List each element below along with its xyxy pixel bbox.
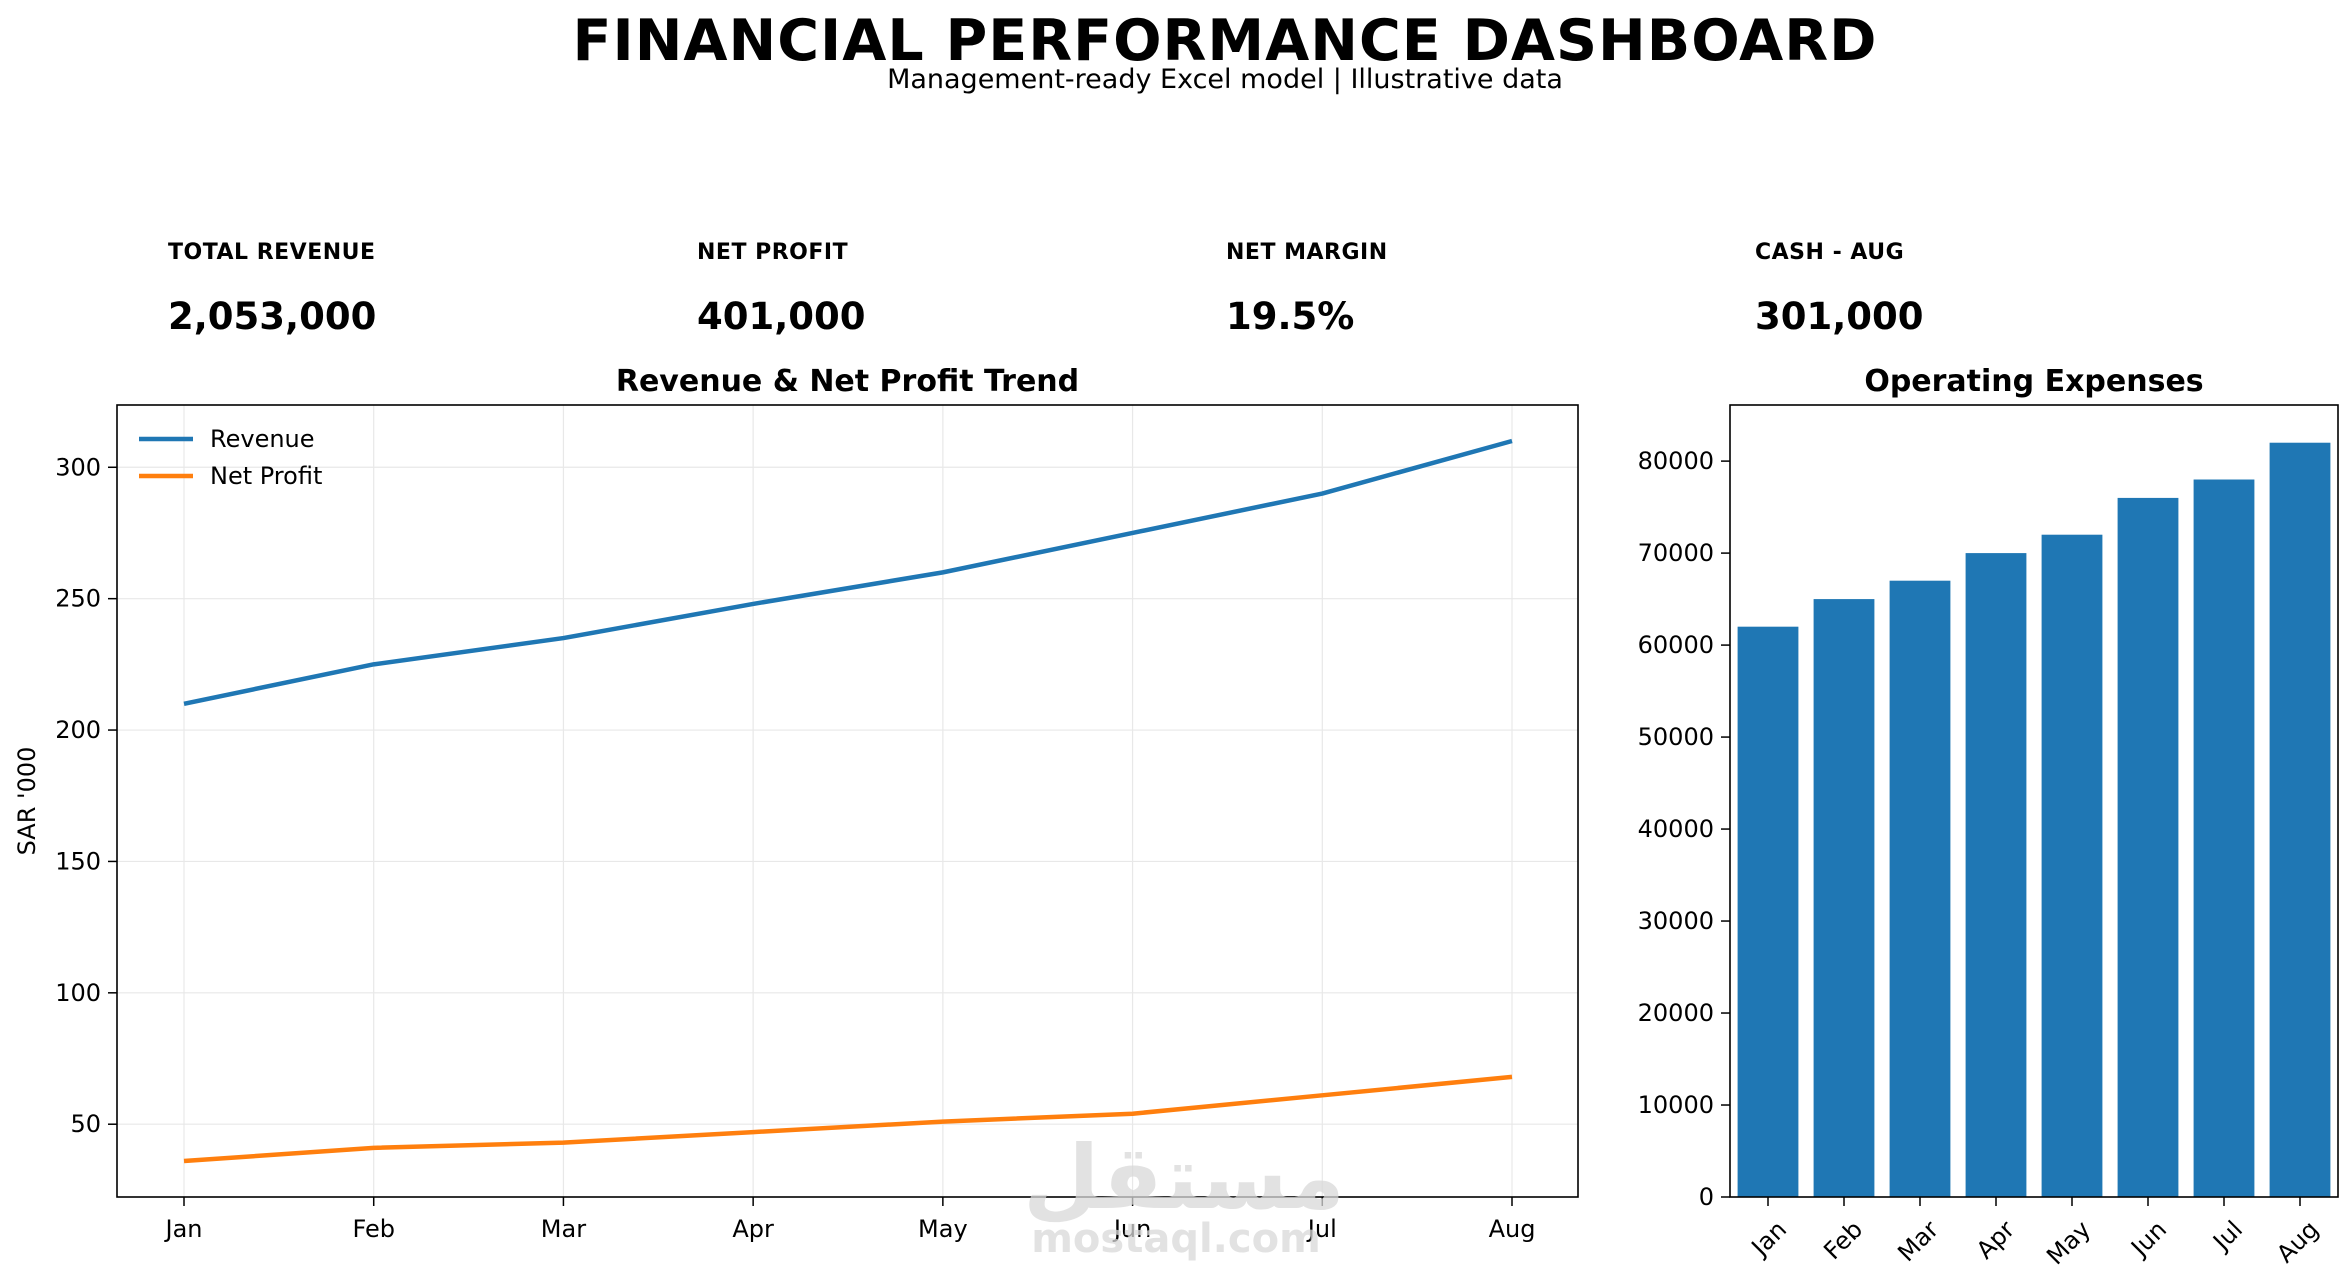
bar-mar [1889, 580, 1951, 1197]
kpi-label: NET PROFIT [697, 240, 849, 265]
kpi-value: 401,000 [697, 295, 866, 338]
y-tick-label: 200 [55, 716, 101, 744]
bar-jan [1737, 626, 1799, 1197]
y-tick-label: 20000 [1638, 999, 1714, 1027]
chart-title: Operating Expenses [1864, 364, 2203, 399]
dashboard-subtitle: Management-ready Excel model | Illustrat… [887, 64, 1563, 95]
x-tick-label: Feb [352, 1215, 395, 1243]
y-tick-label: 150 [55, 847, 101, 875]
kpi-total-revenue: TOTAL REVENUE 2,053,000 [168, 240, 376, 338]
kpi-label: CASH - AUG [1755, 240, 1905, 265]
y-tick-label: 70000 [1638, 539, 1714, 567]
bar-aug [2269, 442, 2331, 1197]
legend-label: Net Profit [210, 462, 322, 490]
y-tick-label: 0 [1699, 1183, 1714, 1211]
bar-may [2041, 534, 2103, 1197]
watermark-latin: mostaql.com [1031, 1216, 1321, 1262]
plot-frame [116, 404, 1579, 1198]
watermark-arabic: مستقل [1023, 1126, 1345, 1229]
y-tick-label: 250 [55, 585, 101, 613]
x-tick-label: Aug [1489, 1215, 1536, 1243]
kpi-cash-aug: CASH - AUG 301,000 [1755, 240, 1924, 338]
plot-frame [1729, 404, 2339, 1198]
y-tick-label: 50 [70, 1110, 101, 1138]
bar-jun [2117, 497, 2179, 1198]
x-tick-label: Jul [1306, 1215, 1337, 1243]
y-tick-label: 50000 [1638, 723, 1714, 751]
x-tick-label: Mar [541, 1215, 586, 1243]
kpi-value: 2,053,000 [168, 295, 377, 338]
x-tick-label: May [918, 1215, 968, 1243]
bar-feb [1813, 599, 1875, 1197]
kpi-net-profit: NET PROFIT 401,000 [697, 240, 866, 338]
y-tick-label: 30000 [1638, 907, 1714, 935]
bar-apr [1965, 553, 2027, 1197]
kpi-value: 19.5% [1226, 295, 1355, 338]
series-line-net-profit [183, 1074, 1513, 1164]
legend-label: Revenue [210, 425, 315, 453]
x-tick-label: Jan [164, 1215, 203, 1243]
y-tick-label: 80000 [1638, 447, 1714, 475]
x-tick-label: Jun [1112, 1215, 1152, 1243]
bar-jul [2193, 479, 2255, 1198]
kpi-value: 301,000 [1755, 295, 1924, 338]
y-tick-label: 100 [55, 979, 101, 1007]
x-tick-label: Apr [732, 1215, 774, 1243]
y-tick-label: 10000 [1638, 1091, 1714, 1119]
chart-title: Revenue & Net Profit Trend [616, 364, 1079, 399]
kpi-net-margin: NET MARGIN 19.5% [1226, 240, 1388, 338]
y-tick-label: 40000 [1638, 815, 1714, 843]
kpi-label: TOTAL REVENUE [168, 240, 376, 265]
y-tick-label: 300 [55, 453, 101, 481]
kpi-label: NET MARGIN [1226, 240, 1388, 265]
dashboard-title: FINANCIAL PERFORMANCE DASHBOARD [572, 8, 1878, 74]
series-line-revenue [183, 438, 1513, 706]
y-axis-label: SAR '000 [13, 747, 41, 856]
y-tick-label: 60000 [1638, 631, 1714, 659]
